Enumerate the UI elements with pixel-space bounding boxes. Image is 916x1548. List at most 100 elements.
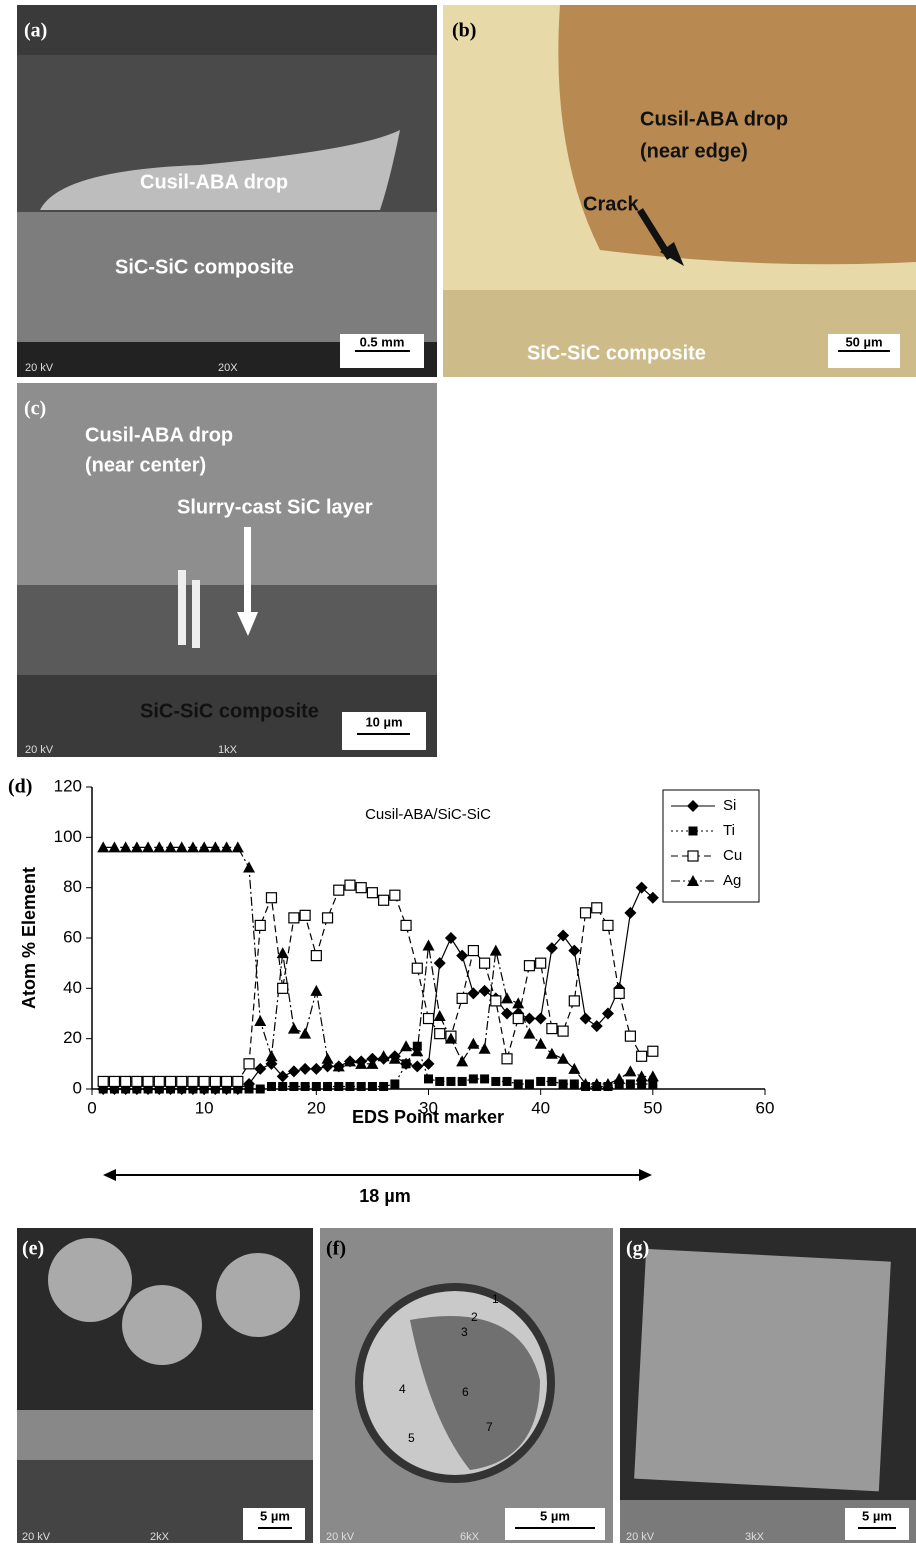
layer-region (17, 585, 437, 675)
marker (278, 1082, 287, 1091)
marker (647, 1070, 659, 1081)
marker (233, 1076, 243, 1086)
marker (423, 1058, 435, 1070)
annotation: Cusil-ABA drop (140, 171, 288, 193)
marker (345, 880, 355, 890)
marker (400, 1040, 412, 1051)
y-tick-label: 20 (63, 1028, 82, 1047)
fiber (122, 1285, 202, 1365)
marker (367, 888, 377, 898)
annotation: Crack (583, 193, 639, 215)
y-tick-label: 40 (63, 978, 82, 997)
marker (479, 1043, 491, 1054)
series-line (103, 885, 653, 1081)
marker (559, 1079, 568, 1088)
marker (323, 913, 333, 923)
panel-label: (f) (326, 1238, 346, 1260)
marker (311, 951, 321, 961)
marker (558, 1026, 568, 1036)
marker (177, 1076, 187, 1086)
marker (411, 1060, 423, 1072)
marker (423, 940, 435, 951)
marker (491, 1077, 500, 1086)
panel-g: (g) 20 kV 3kX 5 µm (620, 1228, 916, 1543)
y-axis-label: Atom % Element (19, 867, 39, 1009)
scale-bar-label: 5 µm (260, 1508, 290, 1523)
marker (289, 1082, 298, 1091)
x-tick-label: 10 (195, 1098, 214, 1117)
span: 18 µm (103, 1169, 652, 1206)
legend-marker (689, 827, 698, 836)
marker (299, 1028, 311, 1039)
info: 6kX (460, 1531, 480, 1543)
point-label: 1 (492, 1292, 499, 1306)
scale-bar-label: 0.5 mm (360, 334, 405, 349)
marker (401, 920, 411, 930)
marker (412, 963, 422, 973)
marker (524, 961, 534, 971)
panel-f: (f) 1 2 3 4 5 6 7 20 kV 6kX 5 µm (320, 1228, 613, 1543)
span-label: 18 µm (359, 1186, 410, 1206)
marker (154, 1076, 164, 1086)
marker (626, 1079, 635, 1088)
annotation: Cusil-ABA drop (640, 108, 788, 130)
chart: (d) Cusil-ABA/SiC-SiC EDS Point marker A… (8, 776, 774, 1127)
marker (547, 1024, 557, 1034)
marker (435, 1029, 445, 1039)
marker (480, 1074, 489, 1083)
marker (467, 987, 479, 999)
marker (424, 1074, 433, 1083)
panel-label: (b) (452, 20, 476, 42)
marker (523, 1028, 535, 1039)
marker (569, 996, 579, 1006)
marker (109, 1076, 119, 1086)
marker (199, 1076, 209, 1086)
fiber (48, 1238, 132, 1322)
marker (132, 1076, 142, 1086)
marker (210, 1076, 220, 1086)
marker (468, 946, 478, 956)
marker (467, 1038, 479, 1049)
annotation: Slurry-cast SiC layer (177, 496, 373, 518)
marker (624, 1065, 636, 1076)
info: 3kX (745, 1531, 765, 1543)
marker (547, 1077, 556, 1086)
marker (222, 1076, 232, 1086)
y-tick-label: 60 (63, 927, 82, 946)
marker (513, 1014, 523, 1024)
marker (581, 908, 591, 918)
panel-label: (a) (24, 20, 47, 42)
marker (278, 983, 288, 993)
marker (244, 1059, 254, 1069)
marker (525, 1079, 534, 1088)
legend-label: Cu (723, 847, 742, 864)
legend-label: Ti (723, 822, 735, 839)
arrow-head (639, 1169, 652, 1181)
marker (310, 1063, 322, 1075)
marker (378, 1050, 390, 1061)
y-tick-label: 80 (63, 877, 82, 896)
marker (503, 1077, 512, 1086)
marker (480, 958, 490, 968)
x-tick-label: 30 (419, 1098, 438, 1117)
marker (334, 1082, 343, 1091)
marker (456, 1055, 468, 1066)
info: 20 kV (25, 362, 54, 374)
arrow (244, 527, 251, 617)
marker (288, 1023, 300, 1034)
marker (256, 1085, 265, 1094)
marker (289, 913, 299, 923)
marker (424, 1014, 434, 1024)
marker (267, 1082, 276, 1091)
x-tick-label: 20 (307, 1098, 326, 1117)
scale-bar-label: 5 µm (540, 1508, 570, 1523)
marker-trace (192, 580, 200, 648)
marker (265, 1050, 277, 1061)
marker (379, 895, 389, 905)
marker (614, 988, 624, 998)
marker (557, 1053, 569, 1064)
point-label: 5 (408, 1431, 415, 1445)
scale-bar-label: 10 µm (365, 714, 402, 729)
panel-label: (d) (8, 776, 32, 798)
point-label: 4 (399, 1382, 406, 1396)
